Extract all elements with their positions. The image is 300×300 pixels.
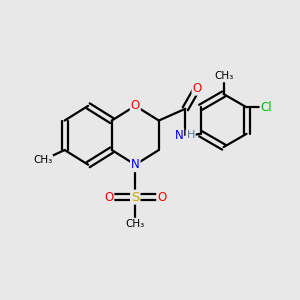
Text: O: O	[193, 82, 202, 95]
Text: O: O	[157, 190, 167, 204]
Text: H: H	[186, 130, 195, 140]
Text: CH₃: CH₃	[33, 155, 52, 165]
Text: N: N	[175, 129, 183, 142]
Text: N: N	[131, 158, 140, 171]
Text: S: S	[131, 190, 140, 204]
Text: CH₃: CH₃	[214, 71, 233, 81]
Text: Cl: Cl	[260, 101, 272, 114]
Text: O: O	[131, 99, 140, 112]
Text: O: O	[104, 190, 113, 204]
Text: CH₃: CH₃	[126, 219, 145, 229]
